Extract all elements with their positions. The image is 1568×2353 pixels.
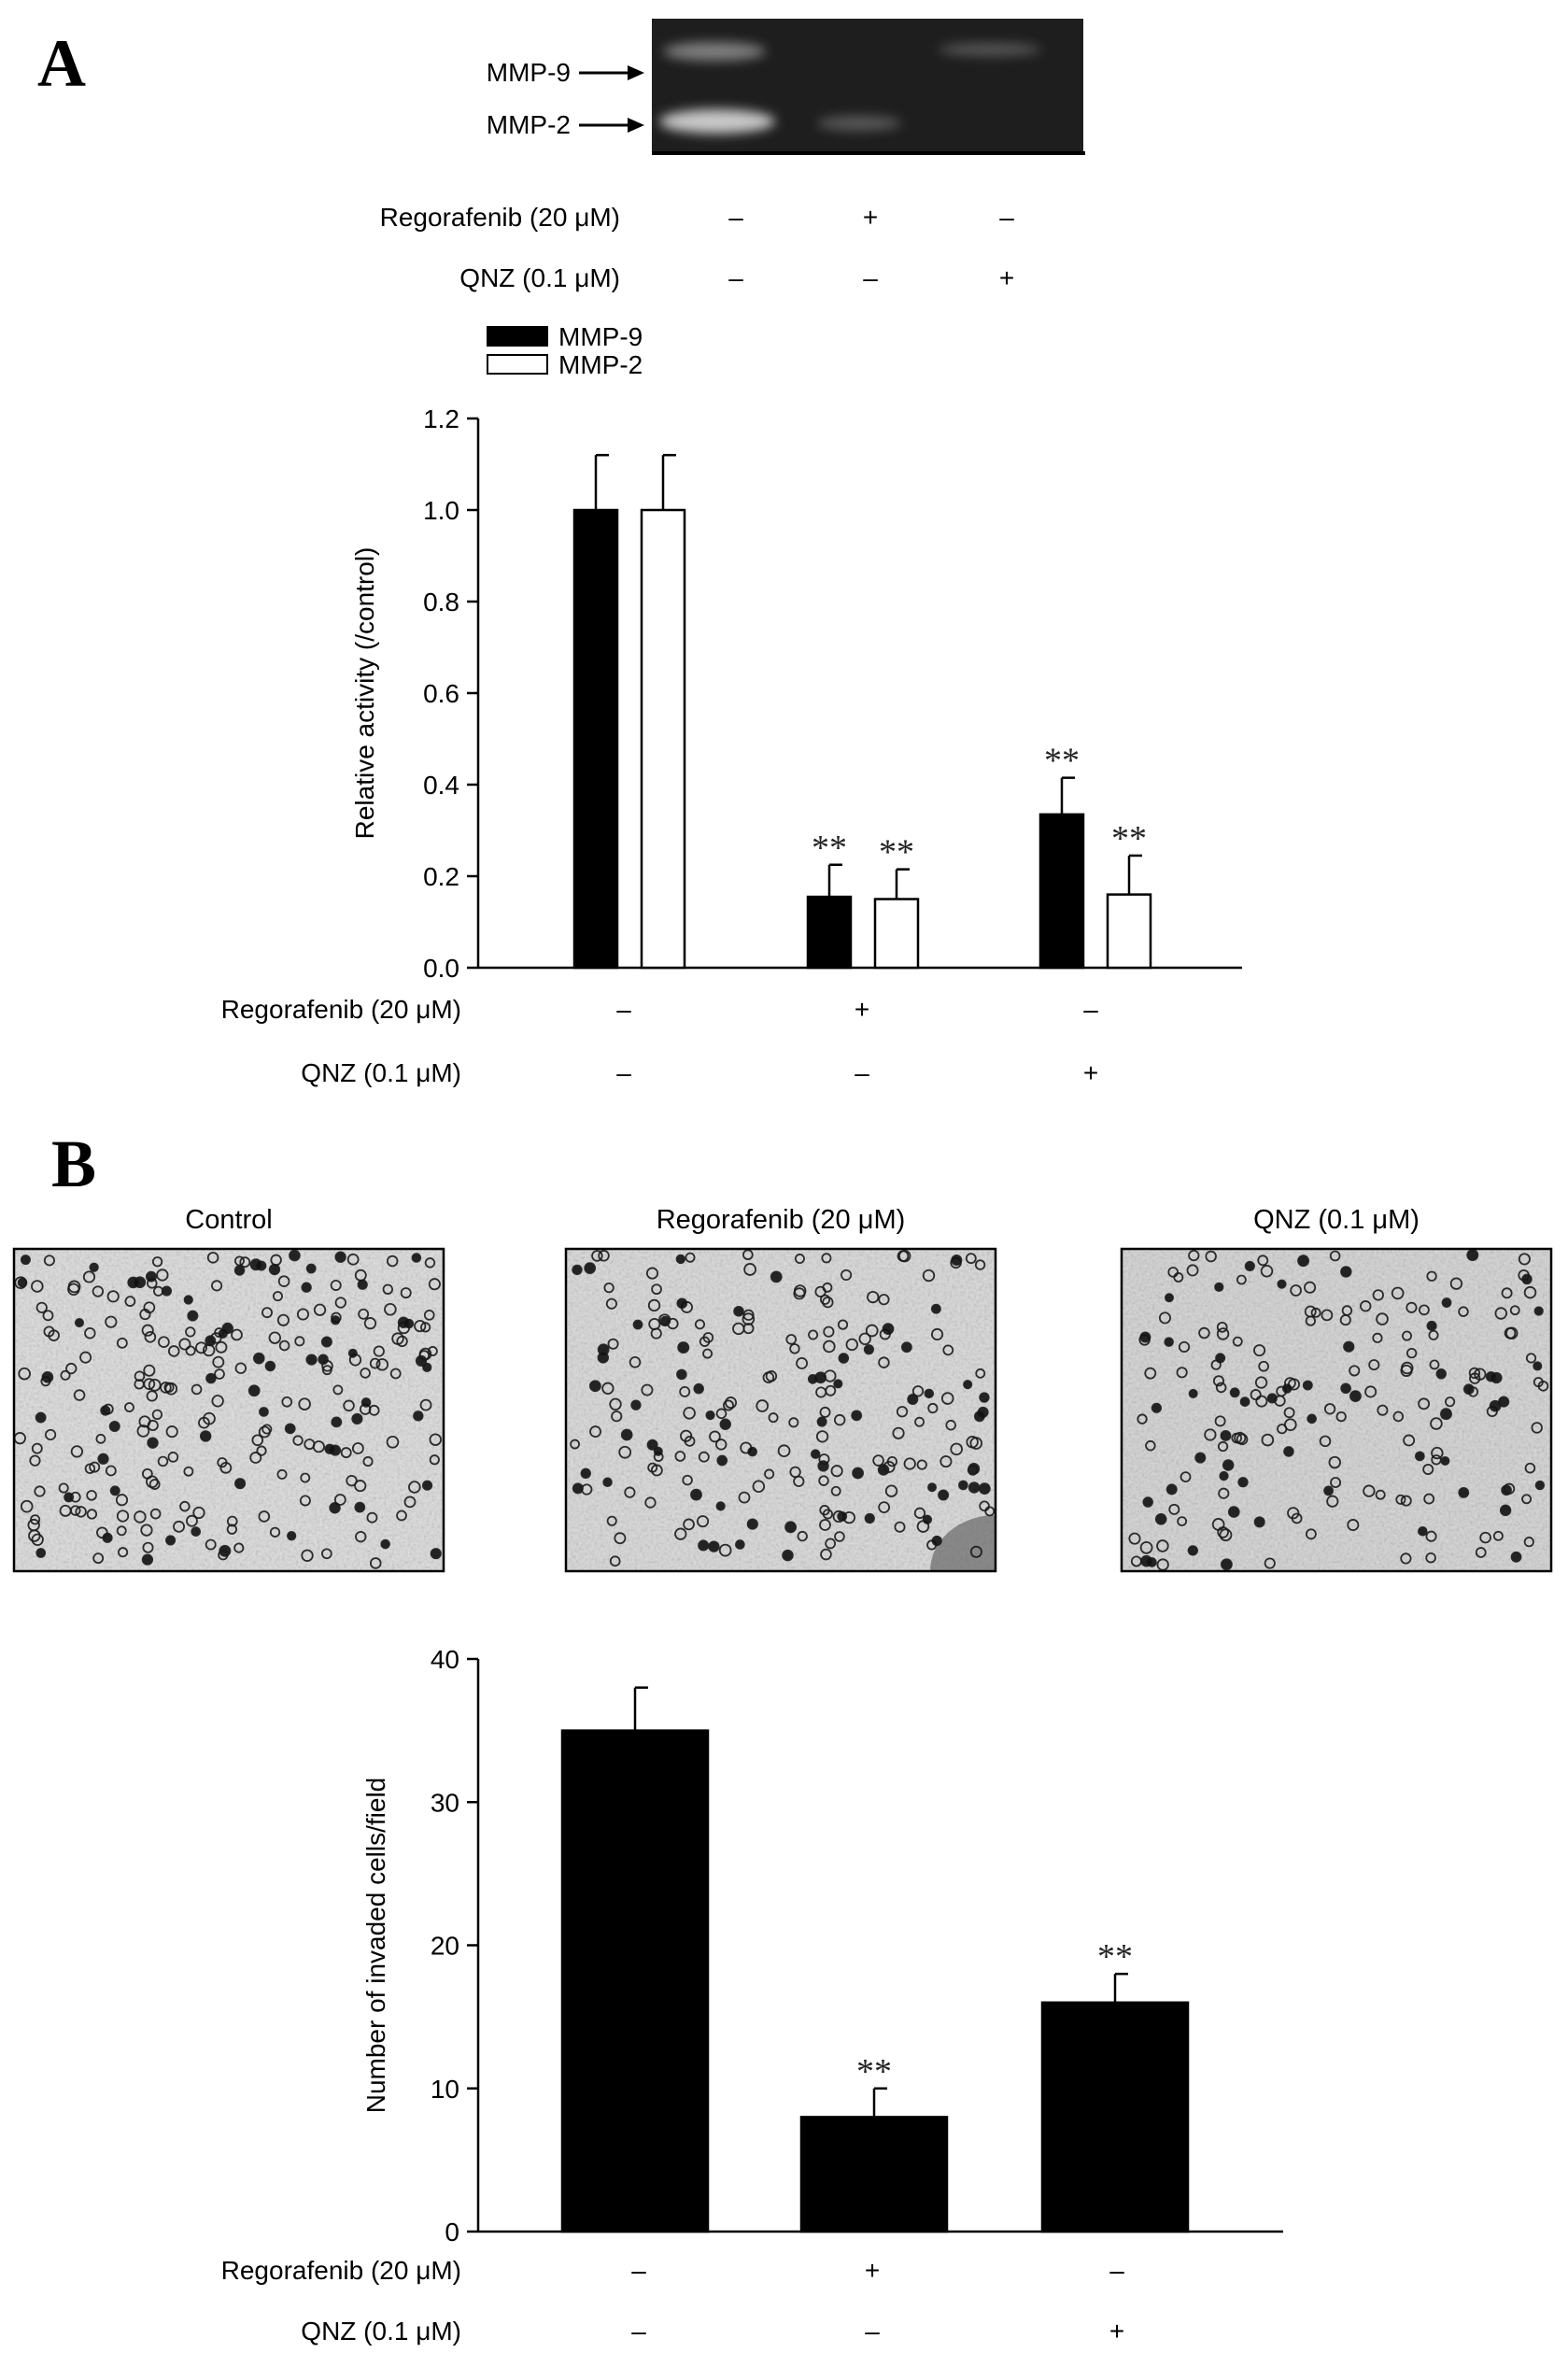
y-tick-label: 40: [431, 1645, 459, 1674]
legend-label-0: MMP-9: [558, 322, 643, 351]
chart-b-treatment-table: Regorafenib (20 μM) – + – QNZ (0.1 μM) – – +: [221, 2256, 1125, 2346]
y-tick-label: 0.4: [423, 771, 459, 800]
chart-b-row-sign-1-1: –: [865, 2317, 880, 2346]
y-tick-label: 0.6: [423, 679, 459, 708]
gel-row-sign-1-0: –: [728, 263, 743, 292]
micrograph-2: [1120, 1247, 1553, 1573]
y-tick-label: 0.2: [423, 862, 459, 891]
micrograph-row: Control Regorafenib (20 μM) QNZ (0.1 μM): [12, 1205, 1553, 1573]
y-tick-label: 1.2: [423, 404, 459, 433]
chart-invaded-cells: 0 10 20 30 40 Number of invaded cells/field **…: [361, 1645, 1283, 2247]
significance-label-0-2: **: [1044, 742, 1080, 781]
y-axis-label: Relative activity (/control): [350, 547, 379, 840]
y-tick-label: 10: [431, 2075, 459, 2104]
legend-swatch-1: [487, 354, 548, 375]
bar-0-2: [1038, 813, 1085, 970]
panel-a-label: A: [37, 26, 86, 101]
bar-1-1: [873, 898, 920, 970]
y-tick-label: 0.8: [423, 588, 459, 617]
significance-label-0-1: **: [856, 2052, 892, 2091]
significance-label-0-1: **: [812, 829, 847, 868]
panel-b-label: B: [51, 1127, 96, 1201]
chart-a-row-sign-0-2: –: [1083, 995, 1098, 1024]
gel-image: [652, 19, 1085, 155]
bar-0-0: [560, 1729, 710, 2233]
bar-0-1: [799, 2116, 949, 2233]
bar-0-1: [806, 895, 853, 970]
gel-row-label-0: Regorafenib (20 μM): [380, 203, 620, 232]
bar-0-0: [572, 508, 619, 970]
chart-a-row-label-0: Regorafenib (20 μM): [221, 995, 461, 1024]
chart-b-row-sign-1-0: –: [631, 2317, 646, 2346]
chart-a-row-sign-0-0: –: [616, 995, 631, 1024]
gel-row-sign-1-2: +: [999, 263, 1014, 292]
significance-label-1-1: **: [879, 833, 914, 872]
micrograph-title-2: QNZ (0.1 μM): [1253, 1205, 1420, 1235]
chart-b-row-sign-0-1: +: [865, 2256, 880, 2285]
chart-a-row-sign-0-1: +: [855, 995, 869, 1024]
bar-0-2: [1040, 2001, 1190, 2233]
gel-row-label-1: QNZ (0.1 μM): [459, 263, 620, 292]
significance-label-0-2: **: [1097, 1937, 1133, 1977]
gel-treatment-table: Regorafenib (20 μM) – + – QNZ (0.1 μM) – – +: [380, 203, 1015, 292]
bar-1-0: [640, 508, 686, 970]
arrow-right-icon: [579, 118, 644, 133]
micrograph-1: [564, 1247, 997, 1573]
gel-row-sign-0-2: –: [999, 203, 1014, 232]
chart-a-row-sign-1-1: –: [855, 1058, 869, 1087]
legend-label-1: MMP-2: [558, 350, 643, 379]
y-tick-label: 30: [431, 1788, 459, 1817]
y-tick-label: 0.0: [423, 954, 459, 983]
y-axis-label: Number of invaded cells/field: [361, 1778, 390, 2114]
significance-label-1-2: **: [1111, 819, 1147, 858]
chart-b-row-label-0: Regorafenib (20 μM): [221, 2256, 461, 2285]
chart-a-row-sign-1-2: +: [1083, 1058, 1098, 1087]
chart-b-row-sign-0-0: –: [631, 2256, 646, 2285]
micrograph-title-0: Control: [185, 1205, 273, 1235]
gel-label-mmp2: MMP-2: [487, 110, 571, 139]
chart-a-row-label-1: QNZ (0.1 μM): [301, 1058, 461, 1087]
chart-b-row-label-1: QNZ (0.1 μM): [301, 2317, 461, 2346]
micrograph-title-1: Regorafenib (20 μM): [657, 1205, 906, 1235]
y-tick-label: 20: [431, 1932, 459, 1961]
bar-1-2: [1106, 893, 1152, 970]
gel-row-sign-0-0: –: [728, 203, 743, 232]
chart-relative-activity: 0.0 0.2 0.4 0.6 0.8 1.0 1.2 Relative activity (…: [350, 322, 1242, 983]
gel-row-sign-0-1: +: [863, 203, 878, 232]
arrow-right-icon: [579, 65, 644, 80]
chart-b-row-sign-1-2: +: [1109, 2317, 1124, 2346]
chart-b-row-sign-0-2: –: [1109, 2256, 1124, 2285]
y-tick-label: 1.0: [423, 496, 459, 525]
y-tick-label: 0: [445, 2218, 459, 2247]
gel-row-sign-1-1: –: [863, 263, 878, 292]
gel-label-mmp9: MMP-9: [487, 58, 571, 87]
micrograph-0: [12, 1247, 445, 1573]
legend-swatch-0: [487, 326, 548, 347]
chart-a-row-sign-1-0: –: [616, 1058, 631, 1087]
chart-a-treatment-table: Regorafenib (20 μM) – + – QNZ (0.1 μM) – – +: [221, 995, 1099, 1087]
